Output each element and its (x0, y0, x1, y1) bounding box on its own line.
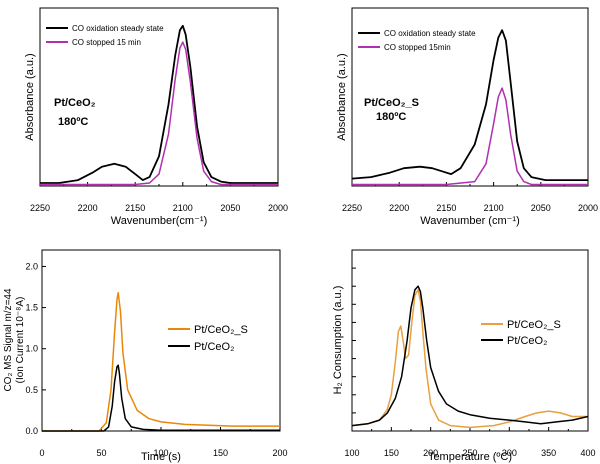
x-tick-label: 350 (541, 448, 556, 458)
series-line-0 (351, 29, 588, 182)
legend-label: CO stopped 15min (384, 43, 451, 52)
annotation-label: 180ºC (58, 116, 88, 128)
x-tick-label: 2200 (78, 203, 98, 213)
x-tick-label: 2000 (268, 203, 288, 213)
legend-label: CO oxidation steady state (384, 29, 476, 38)
x-tick-label: 200 (272, 448, 287, 458)
x-tick-label: 2250 (30, 203, 50, 213)
y-tick-label: 0.0 (25, 426, 38, 436)
legend-label: Pt/CeO₂ (507, 335, 547, 347)
legend-label: CO oxidation steady state (72, 24, 164, 33)
legend-label: Pt/CeO₂_S (194, 324, 248, 336)
annotation-label: Pt/CeO₂_S (364, 97, 419, 109)
plot-frame (41, 249, 281, 432)
y-tick-label: 0.5 (25, 385, 38, 395)
chart-ir-pt-ceo2: 2250 2200 2150 2100 2050 2000 CO oxidation ste… (24, 7, 288, 227)
x-tick-label: 2100 (173, 203, 193, 213)
legend-label: CO stopped 15 min (72, 38, 141, 47)
series-line-0 (42, 292, 280, 432)
x-tick-label: 2050 (220, 203, 240, 213)
series-line-1 (40, 41, 278, 186)
series-line-1 (351, 285, 589, 427)
y-tick-label: 1.5 (25, 303, 38, 313)
x-tick-label: 2000 (578, 203, 598, 213)
x-tick-label: 2050 (531, 203, 551, 213)
x-tick-label: 100 (344, 448, 359, 458)
x-tick-label: 2150 (436, 203, 456, 213)
annotation-label: 180ºC (376, 111, 406, 123)
x-tick-label: 100 (153, 448, 168, 458)
x-tick-label: 2150 (125, 203, 145, 213)
x-tick-label: 0 (39, 448, 44, 458)
plot-frame (351, 249, 589, 432)
x-tick-label: 250 (462, 448, 477, 458)
legend-label: Pt/CeO₂ (194, 341, 234, 353)
x-axis-label: Wavenumber (cm⁻¹) (420, 215, 520, 227)
x-tick-label: 150 (213, 448, 228, 458)
chart-ir-pt-ceo2-s: 2250 2200 2150 2100 2050 2000 CO oxidation ste… (336, 7, 598, 227)
y-axis-label: Absorbance (a.u.) (336, 53, 348, 140)
x-tick-label: 2200 (389, 203, 409, 213)
x-tick-label: 300 (502, 448, 517, 458)
y-tick-label: 1.0 (25, 344, 38, 354)
x-tick-label: 2250 (342, 203, 362, 213)
y-axis-label-line2: (Ion Current 10⁻⁸A) (15, 297, 26, 384)
chart-h2-tpr: 100 150 200 250 300 350 400 Pt/CeO₂_S Pt/CeO₂ Tem… (332, 249, 596, 463)
y-axis-label: Absorbance (a.u.) (24, 53, 36, 140)
x-axis-label: Temperature (ºC) (428, 451, 512, 463)
chart-co2-ms-signal: 0 50 100 150 200 0.0 0.5 1.0 1.5 2.0 Pt/CeO₂_S Pt/C… (3, 249, 288, 463)
y-axis-label-line1: CO₂ MS Signal m/z=44 (3, 288, 14, 392)
series-line-1 (42, 364, 280, 432)
x-axis-label: Wavenumber(cm⁻¹) (111, 215, 207, 227)
x-axis-label: Time (s) (141, 451, 181, 463)
annotation-label: Pt/CeO₂ (54, 97, 96, 109)
series-line-0 (40, 24, 278, 184)
y-axis-label: H₂ Consumption (a.u.) (332, 286, 344, 395)
series-line-0 (351, 289, 588, 429)
y-tick-label: 2.0 (25, 261, 38, 271)
legend-label: Pt/CeO₂_S (507, 319, 561, 331)
x-tick-label: 400 (580, 448, 595, 458)
x-tick-label: 200 (423, 448, 438, 458)
x-tick-label: 2100 (484, 203, 504, 213)
x-tick-label: 50 (96, 448, 106, 458)
series-line-1 (352, 87, 588, 186)
x-tick-label: 150 (384, 448, 399, 458)
